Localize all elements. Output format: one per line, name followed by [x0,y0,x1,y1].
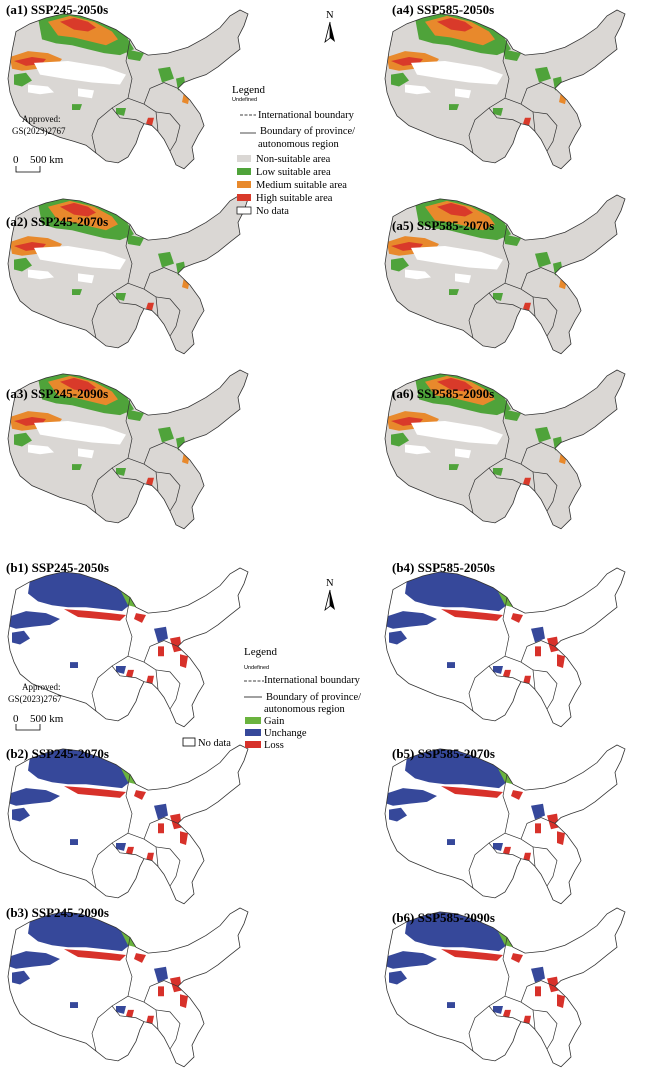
scale-bar: 0 500 km [13,154,64,173]
legend-a-province-boundary-2: autonomous region [258,139,340,150]
map-b4 [385,568,625,727]
scale-bar-b: 0 500 km [13,713,64,731]
map-b6 [385,908,625,1067]
panel-title-a4: (a4) SSP585-2050s [392,2,494,17]
legend-a-class-2: Medium suitable area [256,180,347,191]
map-b5 [385,745,625,904]
legend-a-swatch-2 [237,181,251,188]
north-arrow-icon-b: N [324,578,335,612]
legend-b-nodata-swatch [182,737,196,747]
map-a4 [385,10,625,169]
map-b2 [8,745,248,904]
legend-a-subtitle: Undefined [232,97,257,103]
panel-title-b1: (b1) SSP245-2050s [6,560,109,575]
legend-a-province-boundary: Boundary of province/ [260,126,355,137]
legend-b-subtitle: Undefined [244,665,269,671]
section-b: (b1) SSP245-2050s (b2) SSP245-2070s (b3)… [6,560,625,1067]
panel-title-b4: (b4) SSP585-2050s [392,560,495,575]
legend-a-swatch-1 [237,168,251,175]
approved-label-b: Approved: [22,682,61,692]
north-arrow-icon: N [324,10,335,44]
legend-a-swatch-3 [237,194,251,201]
panel-title-a2: (a2) SSP245-2070s [6,214,108,229]
scale-text: 500 km [30,154,64,166]
legend-b-swatch-1 [245,729,261,736]
panel-title-a3: (a3) SSP245-2090s [6,386,108,401]
legend-a-class-3: High suitable area [256,193,333,204]
panel-title-a6: (a6) SSP585-2090s [392,386,494,401]
scale-text-b: 500 km [30,713,64,725]
legend-b-nodata: No data [198,738,231,749]
panel-title-a5: (a5) SSP585-2070s [392,218,494,233]
legend-b-intl-boundary: International boundary [264,675,361,686]
legend-b-class-2: Loss [264,740,284,751]
panel-title-a1: (a1) SSP245-2050s [6,2,108,17]
panel-title-b6: (b6) SSP585-2090s [392,910,495,925]
approval-code-b: GS(2023)2767 [8,694,62,704]
map-a1 [8,10,248,169]
legend-a-swatch-0 [237,155,251,162]
legend-b-province-boundary: Boundary of province/ [266,692,361,703]
legend-b: Legend Undefined International boundary … [182,646,361,751]
legend-a: Legend Undefined International boundary … [232,84,355,217]
scale-zero-b: 0 [13,713,19,725]
legend-a-class-0: Non-suitable area [256,154,331,165]
panel-title-b2: (b2) SSP245-2070s [6,746,109,761]
legend-a-intl-boundary: International boundary [258,110,355,121]
north-label-b: N [326,578,334,589]
legend-b-title: Legend [244,646,277,658]
panel-title-b5: (b5) SSP585-2070s [392,746,495,761]
legend-a-swatch-4 [236,206,252,215]
approved-label: Approved: [22,114,61,124]
legend-b-class-0: Gain [264,716,285,727]
map-b3 [8,908,248,1067]
legend-b-class-1: Unchange [264,728,307,739]
legend-a-class-1: Low suitable area [256,167,331,178]
legend-b-swatch-0 [245,717,261,724]
legend-b-province-boundary-2: autonomous region [264,704,346,715]
legend-a-class-4: No data [256,206,289,217]
legend-b-swatch-2 [245,741,261,748]
approval-code: GS(2023)2767 [12,126,66,136]
panel-title-b3: (b3) SSP245-2090s [6,905,109,920]
legend-a-title: Legend [232,84,265,96]
scale-zero: 0 [13,154,19,166]
section-a: (a1) SSP245-2050s (a2) SSP245-2070s (a3)… [6,2,625,529]
north-label: N [326,10,334,21]
